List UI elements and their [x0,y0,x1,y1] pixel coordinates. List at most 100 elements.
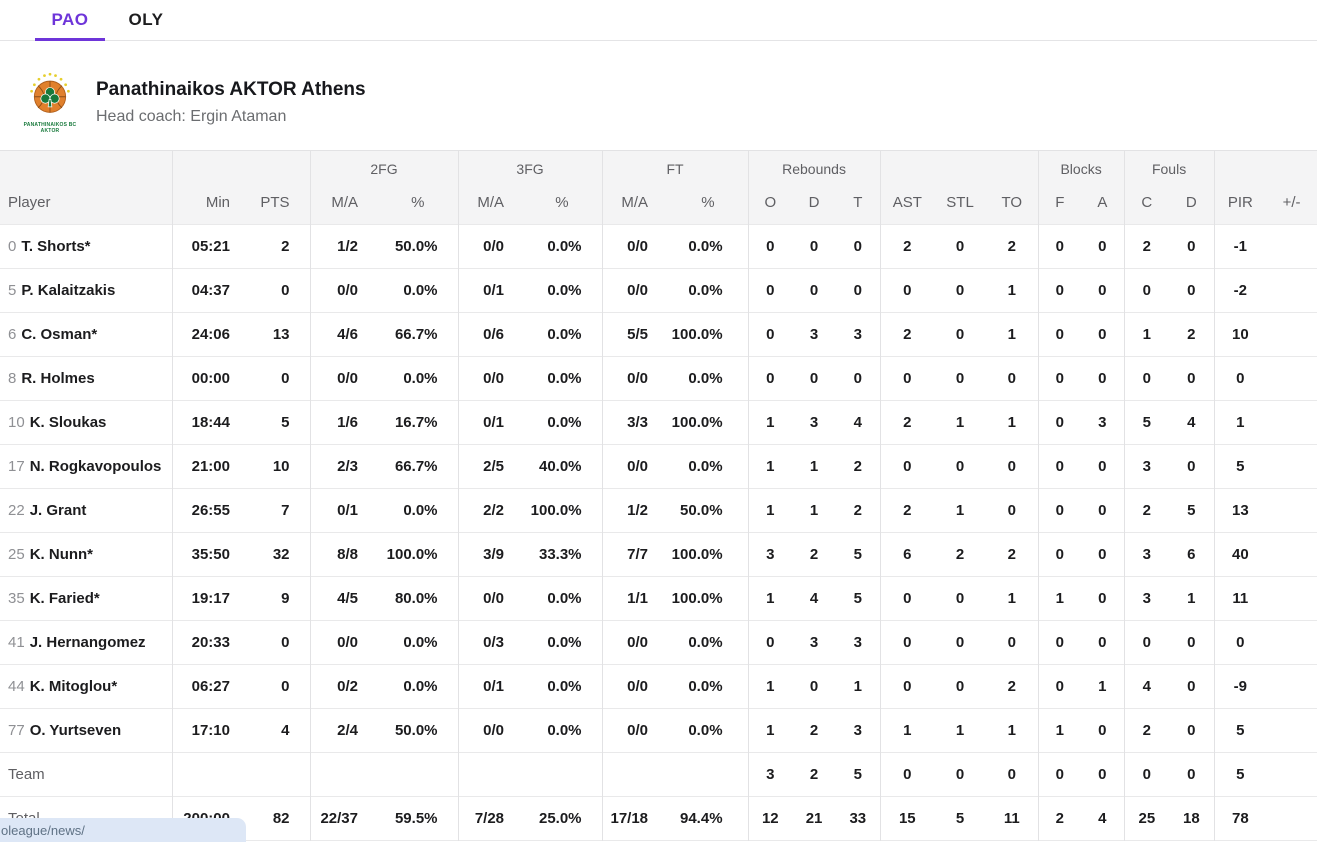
cell-ft_ma: 0/0 [601,224,669,269]
cell-fg3_pct: 0.0% [524,576,603,621]
cell-ft_ma: 7/7 [601,532,669,577]
cell-ft_pct: 0.0% [668,444,749,489]
cell-foul_c: 0 [1123,356,1170,401]
logo-caption-line2: AKTOR [40,127,60,134]
cell-reb_t: 3 [836,312,881,357]
cell-ft_ma: 0/0 [601,620,669,665]
col-header-pts: PTS [260,194,290,212]
column-header-row: Player Min PTS M/A % M/A % M/A % O D T A… [0,181,1317,225]
cell-fg2_ma: 8/8 [309,532,380,577]
cell-ft_pct: 100.0% [668,312,749,357]
cell-reb_o: 1 [747,488,793,533]
cell-ast: 6 [879,532,935,577]
col-header-plus-minus: +/- [1282,194,1301,212]
logo-caption-line1: PANATHINAIKOS BC [23,121,77,128]
player-row: 41 J. Hernangomez 20:33 0 0/0 0.0% 0/3 0.0% 0/0 0… [0,620,1317,665]
cell-reb_d: 2 [792,752,837,797]
cell-fg3_pct: 0.0% [524,664,603,709]
tab-pao[interactable]: PAO [35,2,105,41]
player-name: C. Osman* [21,326,98,343]
cell-foul_c: 3 [1123,576,1170,621]
cell-stl: 1 [934,400,987,445]
cell-reb_o: 0 [747,620,793,665]
cell-stl: 2 [934,532,987,577]
cell-blk_a: 4 [1081,796,1125,841]
cell-fg2_pct: 50.0% [380,224,459,269]
cell-reb_t: 0 [836,356,881,401]
cell-blk_a: 0 [1081,576,1125,621]
cell-ft_ma: 0/0 [601,356,669,401]
cell-ast: 0 [879,444,935,489]
cell-fg3_pct: 0.0% [524,400,603,445]
jersey-number: 25 [8,546,25,563]
player-row: 25 K. Nunn* 35:50 32 8/8 100.0% 3/9 33.3% 7/7 100… [0,532,1317,577]
cell-player: 22 J. Grant [0,488,172,533]
cell-reb_t: 33 [836,796,881,841]
cell-foul_d: 5 [1169,488,1215,533]
cell-pir: 11 [1213,576,1267,621]
cell-pir: 0 [1213,620,1267,665]
cell-stl: 1 [934,488,987,533]
player-name: K. Mitoglou* [29,678,118,695]
cell-to: 0 [986,488,1039,533]
cell-fg2_pct: 0.0% [380,664,459,709]
cell-blk_a: 0 [1081,488,1125,533]
cell-ft_pct: 0.0% [668,664,749,709]
jersey-number: 5 [8,282,17,299]
cell-pm [1266,532,1317,577]
cell-foul_c: 1 [1123,312,1170,357]
cell-reb_t: 0 [836,224,881,269]
cell-blk_f: 0 [1037,444,1082,489]
cell-min: 06:27 [171,664,240,709]
cell-foul_d: 0 [1169,752,1215,797]
cell-fg3_pct: 0.0% [524,620,603,665]
cell-blk_f: 0 [1037,488,1082,533]
cell-fg2_ma: 0/0 [309,620,380,665]
cell-fg2_ma: 4/5 [309,576,380,621]
cell-blk_a: 0 [1081,312,1125,357]
cell-fg3_pct: 40.0% [524,444,603,489]
cell-player: Team [0,752,172,797]
cell-pts: 7 [240,488,310,533]
cell-min [171,752,240,797]
cell-pir: 5 [1213,752,1267,797]
tab-oly[interactable]: OLY [128,10,164,29]
cell-fg3_pct: 0.0% [524,268,603,313]
player-name: K. Faried* [29,590,100,607]
cell-ast: 2 [879,400,935,445]
cell-fg3_ma: 0/1 [457,268,525,313]
cell-pm [1266,796,1317,841]
cell-pts: 9 [240,576,310,621]
cell-blk_a: 0 [1081,752,1125,797]
cell-player: 41 J. Hernangomez [0,620,172,665]
cell-pm [1266,268,1317,313]
cell-blk_a: 3 [1081,400,1125,445]
cell-fg3_pct: 0.0% [524,356,603,401]
cell-fg3_ma: 7/28 [457,796,525,841]
cell-ft_pct: 50.0% [668,488,749,533]
cell-foul_c: 0 [1123,268,1170,313]
cell-to: 1 [986,312,1039,357]
cell-ft_ma: 0/0 [601,268,669,313]
cell-ast: 0 [879,576,935,621]
cell-pts [240,752,310,797]
cell-foul_c: 2 [1123,708,1170,753]
cell-pts: 2 [240,224,310,269]
col-header-ast: AST [879,181,935,225]
cell-foul_c: 2 [1123,488,1170,533]
jersey-number: 8 [8,370,17,387]
cell-foul_d: 2 [1169,312,1215,357]
player-row: 10 K. Sloukas 18:44 5 1/6 16.7% 0/1 0.0% 3/3 100.… [0,400,1317,445]
cell-reb_d: 3 [792,312,837,357]
cell-reb_o: 1 [747,576,793,621]
box-score-table: 2FG 3FG FT Rebounds Blocks Fouls Player … [0,150,1317,841]
cell-ft_pct: 0.0% [668,224,749,269]
cell-pts: 13 [240,312,310,357]
cell-reb_t: 3 [836,620,881,665]
cell-reb_t: 2 [836,444,881,489]
col-header-blk-a: A [1097,194,1108,212]
cell-ast: 0 [879,268,935,313]
cell-player: 25 K. Nunn* [0,532,172,577]
cell-pm [1266,708,1317,753]
group-header-rebounds: Rebounds [747,150,881,182]
